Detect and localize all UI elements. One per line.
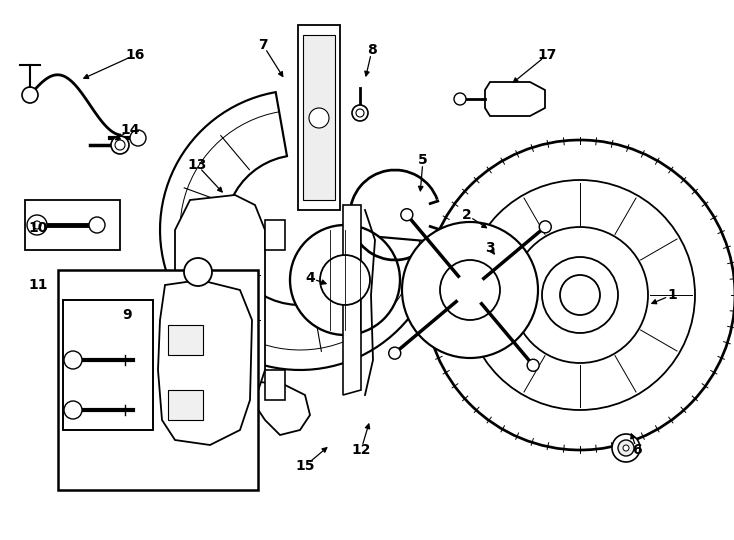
Polygon shape xyxy=(343,205,361,395)
Bar xyxy=(63,300,153,430)
Circle shape xyxy=(612,434,640,462)
Text: 17: 17 xyxy=(537,48,556,62)
Text: 9: 9 xyxy=(122,308,132,322)
Circle shape xyxy=(512,227,648,363)
Text: 7: 7 xyxy=(258,38,268,52)
Circle shape xyxy=(64,401,82,419)
Text: 12: 12 xyxy=(352,443,371,457)
Text: 8: 8 xyxy=(367,43,377,57)
Text: 13: 13 xyxy=(187,158,207,172)
Text: 10: 10 xyxy=(29,221,48,235)
Polygon shape xyxy=(485,82,545,116)
Text: 1: 1 xyxy=(667,288,677,302)
Circle shape xyxy=(440,260,500,320)
Text: 16: 16 xyxy=(126,48,145,62)
Circle shape xyxy=(22,87,38,103)
Bar xyxy=(168,390,203,420)
Circle shape xyxy=(111,136,129,154)
Text: 6: 6 xyxy=(632,443,642,457)
Circle shape xyxy=(352,105,368,121)
Polygon shape xyxy=(160,92,440,370)
Polygon shape xyxy=(158,280,252,445)
Text: 15: 15 xyxy=(295,459,315,473)
Circle shape xyxy=(560,275,600,315)
Circle shape xyxy=(309,108,329,128)
Circle shape xyxy=(33,221,41,229)
Circle shape xyxy=(454,93,466,105)
Circle shape xyxy=(425,140,734,450)
Text: 3: 3 xyxy=(485,241,495,255)
Circle shape xyxy=(64,351,82,369)
Bar xyxy=(303,35,335,200)
Circle shape xyxy=(465,180,695,410)
Circle shape xyxy=(401,209,413,221)
Circle shape xyxy=(618,440,634,456)
Circle shape xyxy=(89,217,105,233)
Circle shape xyxy=(130,130,146,146)
Circle shape xyxy=(27,215,47,235)
Polygon shape xyxy=(245,382,310,435)
Bar xyxy=(25,200,120,250)
Circle shape xyxy=(542,257,618,333)
Circle shape xyxy=(623,445,629,451)
Circle shape xyxy=(527,359,539,372)
Circle shape xyxy=(290,225,400,335)
Polygon shape xyxy=(175,195,265,410)
Text: 4: 4 xyxy=(305,271,315,285)
Bar xyxy=(265,220,285,250)
Bar xyxy=(58,270,258,490)
Bar xyxy=(298,25,340,210)
Text: 5: 5 xyxy=(418,153,428,167)
Circle shape xyxy=(539,221,551,233)
Text: 14: 14 xyxy=(120,123,139,137)
Text: 2: 2 xyxy=(462,208,472,222)
Circle shape xyxy=(389,347,401,359)
Bar xyxy=(265,370,285,400)
Circle shape xyxy=(320,255,370,305)
Circle shape xyxy=(402,222,538,358)
Text: 11: 11 xyxy=(28,278,48,292)
Bar xyxy=(168,325,203,355)
Circle shape xyxy=(184,258,212,286)
